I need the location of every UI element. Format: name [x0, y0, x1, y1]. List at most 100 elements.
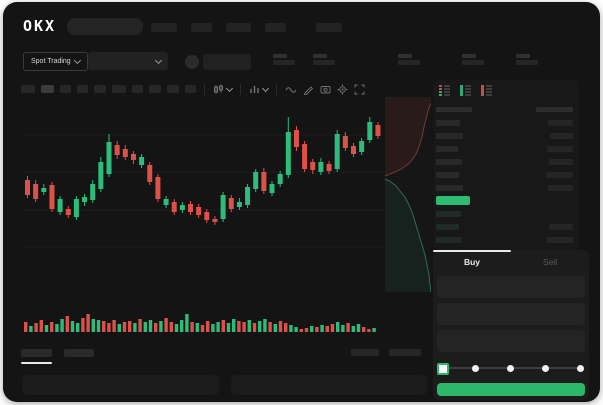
amount-slider[interactable] — [437, 362, 585, 375]
slider-stop[interactable] — [507, 365, 514, 372]
bottom-right-links — [351, 349, 421, 356]
nav-item-placeholder[interactable] — [316, 23, 342, 32]
candle-style-button[interactable] — [213, 84, 234, 95]
active-tab-indicator — [433, 250, 511, 252]
timeframe-button[interactable] — [185, 85, 196, 93]
stat-label-bar — [462, 54, 476, 58]
bid-price-bar — [436, 210, 461, 217]
slider-stop[interactable] — [472, 365, 480, 372]
wave-icon — [285, 86, 297, 93]
last-price-bar[interactable] — [436, 196, 470, 205]
ask-row[interactable] — [436, 116, 573, 129]
ask-amount-bar — [548, 184, 573, 191]
timeframe-button[interactable] — [112, 85, 126, 93]
stat-label-bar — [516, 54, 530, 58]
chevron-down-icon — [73, 56, 81, 65]
timeframe-button[interactable] — [41, 85, 54, 93]
ask-amount-bar — [548, 119, 573, 126]
fullscreen-button[interactable] — [354, 84, 365, 95]
stat-value-bar — [273, 60, 295, 65]
ask-row[interactable] — [436, 168, 573, 181]
pair-selector-dropdown[interactable] — [88, 52, 168, 70]
bids-only-icon[interactable] — [459, 84, 472, 97]
column-header-bar — [536, 107, 573, 112]
history-panel — [231, 375, 427, 395]
search-input[interactable] — [67, 18, 143, 35]
draw-tool-button[interactable] — [303, 84, 314, 95]
stat-value-bar — [516, 60, 538, 65]
order-input-field[interactable] — [437, 330, 585, 352]
okx-logo: OKX — [23, 17, 57, 35]
divider — [240, 83, 241, 95]
chart-toolbar — [21, 82, 365, 96]
ticker-stats — [273, 54, 538, 65]
order-input-field[interactable] — [437, 276, 585, 298]
combined-book-icon[interactable] — [438, 84, 451, 97]
price-chart[interactable] — [17, 97, 432, 337]
market-type-dropdown[interactable]: Spot Trading — [23, 52, 88, 71]
order-book — [433, 80, 579, 256]
line-tool-button[interactable] — [285, 84, 297, 95]
nav-item-placeholder[interactable] — [226, 23, 251, 32]
indicators-button[interactable] — [249, 84, 270, 95]
asks-only-icon[interactable] — [480, 84, 493, 97]
tab-buy[interactable]: Buy — [463, 257, 481, 267]
column-header-bar — [436, 107, 472, 112]
nav-item-placeholder[interactable] — [191, 23, 212, 32]
timeframe-button[interactable] — [94, 85, 106, 93]
chevron-down-icon — [154, 56, 163, 64]
orders-panel — [22, 375, 219, 395]
depth-overlay — [384, 97, 432, 293]
camera-icon — [320, 85, 331, 93]
slider-stop[interactable] — [541, 365, 549, 372]
deposit-button[interactable] — [203, 54, 251, 70]
timeframe-button[interactable] — [21, 85, 35, 93]
slider-stop[interactable] — [576, 365, 584, 372]
tab-sell[interactable]: Sell — [542, 257, 558, 267]
order-input-field[interactable] — [437, 303, 585, 325]
timeframe-button[interactable] — [149, 85, 161, 93]
indicators-icon — [250, 85, 259, 93]
pencil-icon — [303, 85, 314, 95]
timeframe-button[interactable] — [132, 85, 143, 93]
ticker-stat-placeholder — [313, 54, 335, 65]
bid-amount-bar — [547, 236, 573, 243]
account-avatar[interactable] — [185, 55, 199, 69]
bottom-tab[interactable] — [64, 349, 94, 357]
gridlines — [23, 134, 383, 248]
screenshot-button[interactable] — [320, 84, 331, 95]
chart-settings-button[interactable] — [337, 84, 348, 95]
stat-label-bar — [313, 54, 327, 58]
nav-item-placeholder[interactable] — [265, 23, 286, 32]
ask-row[interactable] — [436, 129, 573, 142]
nav-item-placeholder[interactable] — [151, 23, 177, 32]
bottom-link-placeholder[interactable] — [389, 349, 421, 356]
slider-handle[interactable] — [437, 363, 449, 375]
market-type-label: Spot Trading — [31, 58, 71, 65]
bid-row[interactable] — [436, 220, 573, 233]
bid-row[interactable] — [436, 233, 573, 246]
ask-row[interactable] — [436, 142, 573, 155]
timeframe-button[interactable] — [60, 85, 71, 93]
fullscreen-icon — [354, 84, 365, 94]
ask-amount-bar — [550, 132, 573, 139]
gear-icon — [337, 84, 348, 94]
chevron-down-icon — [261, 84, 270, 92]
timeframe-button[interactable] — [77, 85, 88, 93]
ticker-stat-placeholder — [273, 54, 295, 65]
buy-submit-button[interactable] — [437, 383, 585, 396]
bid-row[interactable] — [436, 207, 573, 220]
ask-price-bar — [436, 119, 460, 126]
stat-label-bar — [273, 54, 287, 58]
buy-sell-tabs: Buy Sell — [433, 250, 589, 271]
ask-row[interactable] — [436, 181, 573, 194]
top-nav — [151, 23, 342, 32]
timeframe-button[interactable] — [167, 85, 179, 93]
ask-row[interactable] — [436, 155, 573, 168]
bottom-link-placeholder[interactable] — [351, 349, 379, 356]
trade-panel: Buy Sell — [433, 250, 589, 400]
bid-price-bar — [436, 223, 459, 230]
ticker-stat-placeholder — [462, 54, 484, 65]
bottom-tab[interactable] — [21, 349, 52, 357]
bid-price-bar — [436, 236, 462, 243]
